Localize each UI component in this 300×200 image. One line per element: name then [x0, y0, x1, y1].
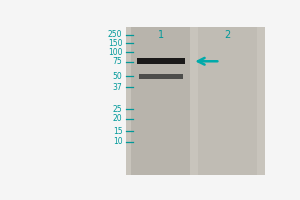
Text: 1: 1	[158, 30, 164, 40]
Bar	[131, 27, 190, 175]
Text: 50: 50	[112, 72, 122, 81]
Text: 10: 10	[113, 137, 122, 146]
Text: 25: 25	[113, 105, 122, 114]
Text: 250: 250	[108, 30, 122, 39]
Bar	[198, 27, 257, 175]
Bar	[139, 74, 183, 79]
Text: 100: 100	[108, 48, 122, 57]
Text: 15: 15	[113, 127, 122, 136]
Bar	[137, 58, 185, 64]
Text: 75: 75	[112, 57, 122, 66]
Text: 20: 20	[113, 114, 122, 123]
Text: 2: 2	[225, 30, 231, 40]
Bar	[126, 27, 266, 175]
Text: 37: 37	[112, 83, 122, 92]
Text: 150: 150	[108, 39, 122, 48]
